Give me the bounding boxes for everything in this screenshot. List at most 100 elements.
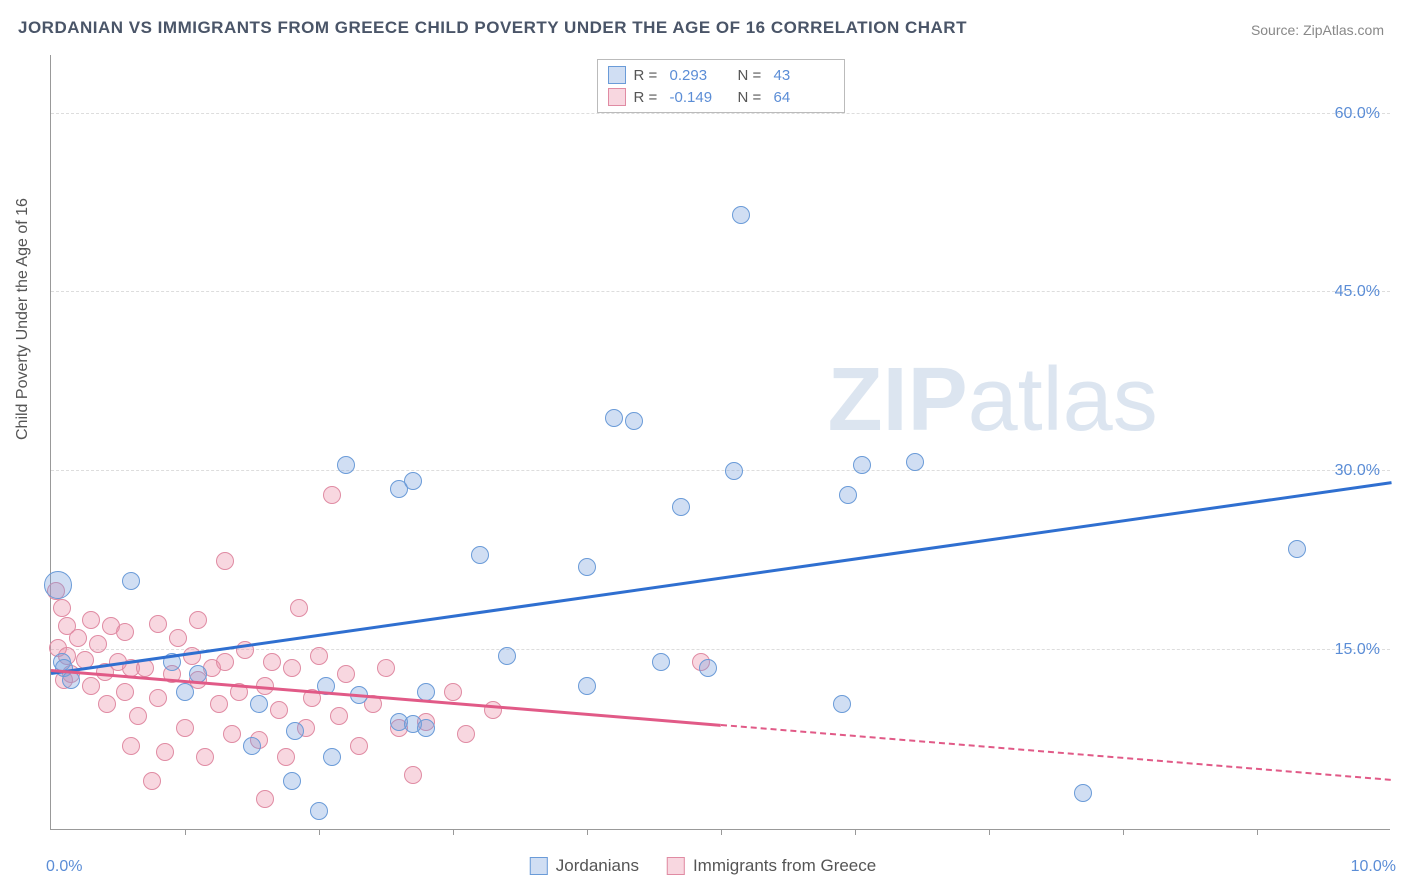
data-point-greece [404, 766, 422, 784]
plot-area: R = 0.293 N = 43 R = -0.149 N = 64 ZIPat… [50, 55, 1390, 830]
data-point-jordanians [286, 722, 304, 740]
x-tick [855, 829, 856, 835]
data-point-jordanians [906, 453, 924, 471]
data-point-jordanians [417, 719, 435, 737]
data-point-greece [69, 629, 87, 647]
data-point-greece [210, 695, 228, 713]
data-point-jordanians [417, 683, 435, 701]
data-point-greece [330, 707, 348, 725]
chart-title: JORDANIAN VS IMMIGRANTS FROM GREECE CHIL… [18, 18, 967, 38]
x-tick [453, 829, 454, 835]
data-point-jordanians [672, 498, 690, 516]
correlation-legend: R = 0.293 N = 43 R = -0.149 N = 64 [597, 59, 845, 113]
data-point-jordanians [471, 546, 489, 564]
data-point-jordanians [243, 737, 261, 755]
data-point-greece [484, 701, 502, 719]
data-point-greece [337, 665, 355, 683]
data-point-greece [89, 635, 107, 653]
data-point-jordanians [578, 558, 596, 576]
data-point-jordanians [498, 647, 516, 665]
data-point-jordanians [1074, 784, 1092, 802]
x-axis-max-label: 10.0% [1351, 858, 1396, 876]
gridline [51, 470, 1390, 471]
data-point-greece [196, 748, 214, 766]
trend-line-greece [721, 724, 1391, 781]
data-point-jordanians [122, 572, 140, 590]
data-point-greece [122, 737, 140, 755]
data-point-greece [116, 623, 134, 641]
correlation-row-jordanians: R = 0.293 N = 43 [608, 64, 834, 86]
swatch-greece [608, 88, 626, 106]
chart-container: JORDANIAN VS IMMIGRANTS FROM GREECE CHIL… [0, 0, 1406, 892]
data-point-jordanians [833, 695, 851, 713]
n-label: N = [738, 89, 766, 106]
data-point-greece [256, 790, 274, 808]
data-point-jordanians [853, 456, 871, 474]
data-point-greece [377, 659, 395, 677]
trend-line-jordanians [51, 481, 1391, 674]
data-point-greece [116, 683, 134, 701]
data-point-jordanians [337, 456, 355, 474]
r-value-jordanians: 0.293 [670, 67, 730, 84]
data-point-greece [149, 689, 167, 707]
data-point-jordanians [652, 653, 670, 671]
data-point-greece [310, 647, 328, 665]
data-point-greece [444, 683, 462, 701]
data-point-jordanians [578, 677, 596, 695]
data-point-jordanians [404, 472, 422, 490]
data-point-jordanians [310, 802, 328, 820]
swatch-jordanians [530, 857, 548, 875]
data-point-greece [82, 611, 100, 629]
data-point-jordanians [625, 412, 643, 430]
data-point-greece [143, 772, 161, 790]
legend-label-jordanians: Jordanians [556, 856, 639, 876]
data-point-greece [156, 743, 174, 761]
data-point-jordanians [44, 571, 72, 599]
data-point-jordanians [605, 409, 623, 427]
data-point-greece [216, 552, 234, 570]
x-tick [989, 829, 990, 835]
data-point-greece [169, 629, 187, 647]
gridline [51, 113, 1390, 114]
data-point-jordanians [323, 748, 341, 766]
y-tick-label: 60.0% [1335, 105, 1380, 123]
x-tick [319, 829, 320, 835]
data-point-greece [129, 707, 147, 725]
watermark: ZIPatlas [828, 349, 1158, 452]
data-point-greece [277, 748, 295, 766]
data-point-greece [82, 677, 100, 695]
data-point-jordanians [839, 486, 857, 504]
y-axis-label: Child Poverty Under the Age of 16 [14, 198, 32, 440]
data-point-greece [149, 615, 167, 633]
data-point-jordanians [283, 772, 301, 790]
data-point-greece [176, 719, 194, 737]
data-point-greece [53, 599, 71, 617]
swatch-jordanians [608, 66, 626, 84]
r-label: R = [634, 67, 662, 84]
data-point-jordanians [250, 695, 268, 713]
data-point-greece [216, 653, 234, 671]
series-legend: Jordanians Immigrants from Greece [530, 856, 876, 876]
legend-item-greece: Immigrants from Greece [667, 856, 876, 876]
data-point-jordanians [176, 683, 194, 701]
swatch-greece [667, 857, 685, 875]
data-point-greece [223, 725, 241, 743]
data-point-greece [98, 695, 116, 713]
x-tick [1257, 829, 1258, 835]
x-tick [185, 829, 186, 835]
y-tick-label: 45.0% [1335, 283, 1380, 301]
n-value-jordanians: 43 [774, 67, 834, 84]
data-point-jordanians [725, 462, 743, 480]
x-tick [721, 829, 722, 835]
n-value-greece: 64 [774, 89, 834, 106]
data-point-jordanians [732, 206, 750, 224]
legend-label-greece: Immigrants from Greece [693, 856, 876, 876]
r-value-greece: -0.149 [670, 89, 730, 106]
data-point-greece [263, 653, 281, 671]
data-point-greece [457, 725, 475, 743]
data-point-greece [283, 659, 301, 677]
legend-item-jordanians: Jordanians [530, 856, 639, 876]
data-point-jordanians [699, 659, 717, 677]
r-label: R = [634, 89, 662, 106]
x-tick [587, 829, 588, 835]
